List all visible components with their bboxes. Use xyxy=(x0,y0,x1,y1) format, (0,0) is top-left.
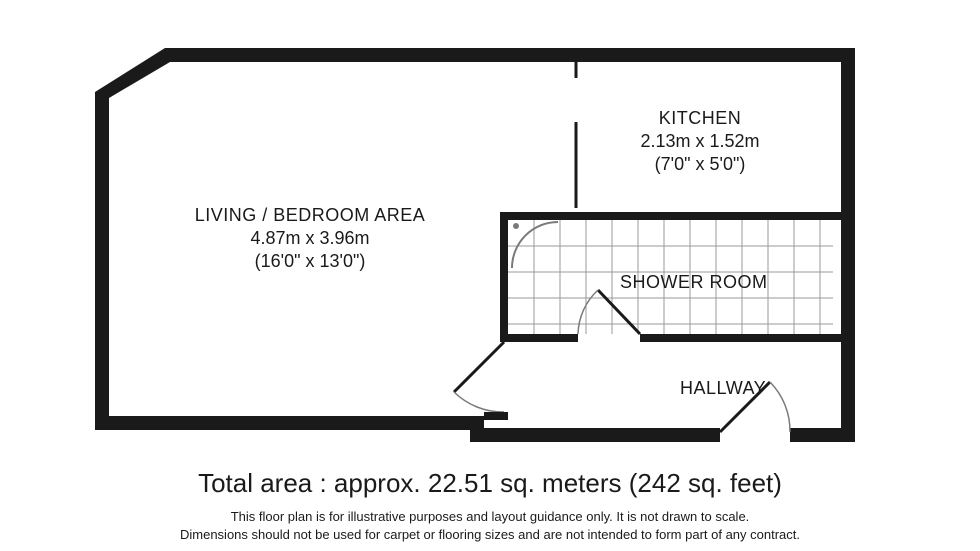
living-label-block: LIVING / BEDROOM AREA 4.87m x 3.96m (16'… xyxy=(180,205,440,272)
disclaimer-line2: Dimensions should not be used for carpet… xyxy=(180,527,800,542)
kitchen-name: KITCHEN xyxy=(590,108,810,129)
entry-door-arc xyxy=(770,382,790,432)
disclaimer-block: This floor plan is for illustrative purp… xyxy=(0,508,980,543)
shower-name: SHOWER ROOM xyxy=(620,272,768,293)
living-dim-m: 4.87m x 3.96m xyxy=(180,228,440,249)
hallway-name: HALLWAY xyxy=(680,378,766,399)
floorplan-canvas: LIVING / BEDROOM AREA 4.87m x 3.96m (16'… xyxy=(0,0,980,551)
living-dim-ft: (16'0" x 13'0") xyxy=(180,251,440,272)
hallway-step-wall xyxy=(484,412,508,420)
kitchen-label-block: KITCHEN 2.13m x 1.52m (7'0" x 5'0") xyxy=(590,108,810,175)
kitchen-dim-ft: (7'0" x 5'0") xyxy=(590,154,810,175)
entry-door-opening xyxy=(720,428,790,442)
living-name: LIVING / BEDROOM AREA xyxy=(180,205,440,226)
living-door-arc xyxy=(454,392,504,412)
kitchen-dim-m: 2.13m x 1.52m xyxy=(590,131,810,152)
showerhead-dot xyxy=(513,223,519,229)
disclaimer-line1: This floor plan is for illustrative purp… xyxy=(231,509,750,524)
living-door-leaf xyxy=(454,342,504,392)
total-area-text: Total area : approx. 22.51 sq. meters (2… xyxy=(0,468,980,499)
